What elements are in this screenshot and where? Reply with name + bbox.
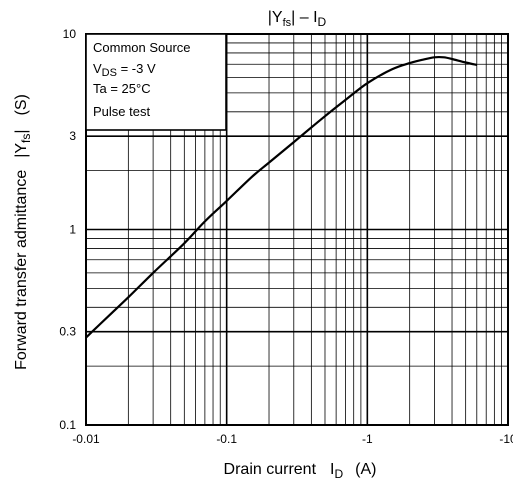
condition-line-2: VDS = -3 V	[93, 61, 156, 79]
condition-line-3: Ta = 25°C	[93, 81, 151, 96]
condition-line-1: Common Source	[93, 40, 191, 55]
x-axis-label: Drain current ID (A)	[224, 461, 377, 481]
y-tick-label: 0.1	[59, 418, 76, 432]
y-tick-label: 0.3	[59, 325, 76, 339]
conditions-background	[85, 33, 227, 131]
condition-line-4: Pulse test	[93, 104, 150, 119]
series-line	[85, 55, 478, 339]
plot-frame	[85, 33, 509, 426]
y-tick-label: 3	[69, 129, 76, 143]
x-tick-label: -1	[362, 432, 373, 446]
chart-title: |Yfs| – ID	[268, 9, 327, 29]
x-tick-labels: -0.01 -0.1 -1 -10	[72, 432, 513, 446]
y-tick-labels: 0.1 0.3 1 3 10	[59, 27, 76, 432]
y-axis-label: Forward transfer admittance|Yfs|(S)	[13, 94, 33, 370]
x-tick-label: -0.1	[216, 432, 237, 446]
x-tick-label: -0.01	[72, 432, 100, 446]
y-tick-label: 1	[69, 223, 76, 237]
y-tick-label: 10	[63, 27, 77, 41]
x-tick-label: -10	[499, 432, 513, 446]
conditions-box: Common Source VDS = -3 V Ta = 25°C Pulse…	[85, 33, 227, 131]
